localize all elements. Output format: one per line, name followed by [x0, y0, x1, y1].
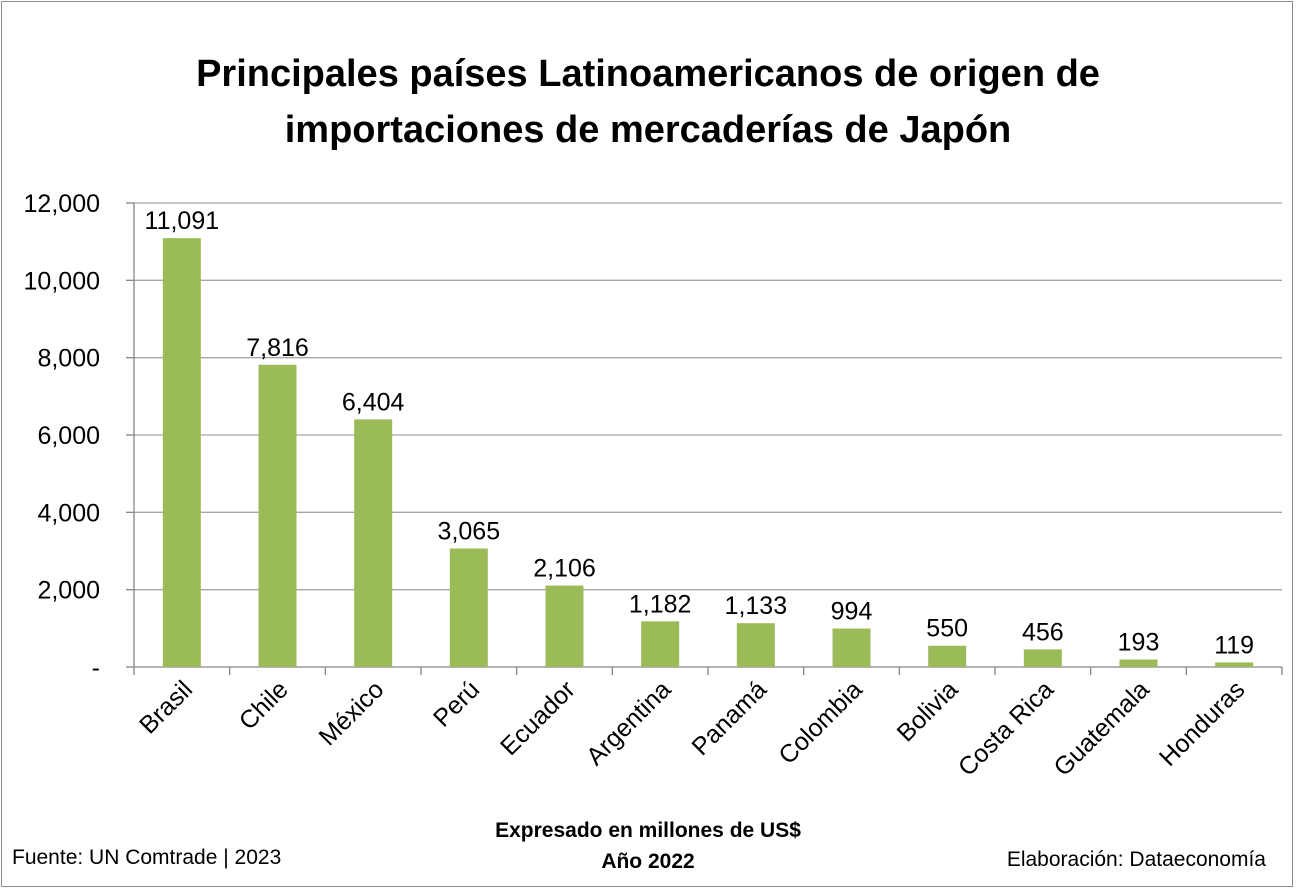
category-label-3: Perú [428, 675, 485, 732]
data-label-10: 193 [1118, 629, 1160, 657]
bar-4 [545, 585, 584, 667]
bar-9 [1023, 649, 1062, 667]
bar-8 [928, 645, 967, 667]
bar-1 [258, 364, 297, 667]
category-label-10: Guatemala [1048, 675, 1154, 781]
category-label-5: Argentina [581, 675, 677, 771]
bar-6 [736, 623, 775, 667]
category-label-2: México [314, 675, 390, 751]
category-label-6: Panamá [686, 675, 772, 761]
category-label-9: Costa Rica [953, 675, 1059, 781]
data-label-3: 3,065 [438, 517, 501, 545]
y-tick-label: 2,000 [37, 577, 100, 605]
data-label-9: 456 [1022, 618, 1064, 646]
y-tick-label: 8,000 [37, 345, 100, 373]
data-label-7: 994 [831, 598, 873, 626]
source-note: Fuente: UN Comtrade | 2023 [12, 846, 282, 869]
bar-5 [641, 621, 680, 667]
data-label-5: 1,182 [629, 590, 692, 618]
category-label-8: Bolivia [892, 675, 964, 747]
data-label-2: 6,404 [342, 388, 405, 416]
x-axis-subtitle-units: Expresado en millones de US$ [495, 819, 801, 842]
data-label-0: 11,091 [145, 207, 220, 235]
category-label-4: Ecuador [495, 675, 581, 761]
bar-7 [832, 628, 871, 667]
y-tick-label: 6,000 [37, 422, 100, 450]
data-label-11: 119 [1214, 631, 1254, 659]
category-label-11: Honduras [1154, 675, 1250, 771]
bar-10 [1119, 659, 1158, 667]
y-tick-label: - [92, 654, 100, 682]
data-label-6: 1,133 [725, 592, 788, 620]
bar-0 [162, 238, 201, 667]
category-label-7: Colombia [773, 675, 868, 770]
category-label-0: Brasil [134, 675, 198, 739]
credit-note: Elaboración: Dataeconomía [1006, 848, 1266, 871]
bar-11 [1215, 662, 1254, 667]
chart-title-line-1: Principales países Latinoamericanos de o… [196, 53, 1100, 95]
bar-3 [449, 548, 488, 667]
data-label-8: 550 [926, 615, 968, 643]
data-label-1: 7,816 [246, 334, 309, 362]
chart-title-line-2: importaciones de mercaderías de Japón [284, 109, 1012, 151]
bar-2 [354, 419, 393, 667]
data-label-4: 2,106 [533, 555, 596, 583]
y-tick-label: 10,000 [24, 267, 100, 295]
x-axis-subtitle-year: Año 2022 [601, 850, 695, 873]
y-tick-label: 4,000 [37, 499, 100, 527]
y-tick-label: 12,000 [24, 190, 100, 218]
chart-title: Principales países Latinoamericanos de o… [0, 46, 1296, 158]
category-label-1: Chile [234, 675, 294, 735]
